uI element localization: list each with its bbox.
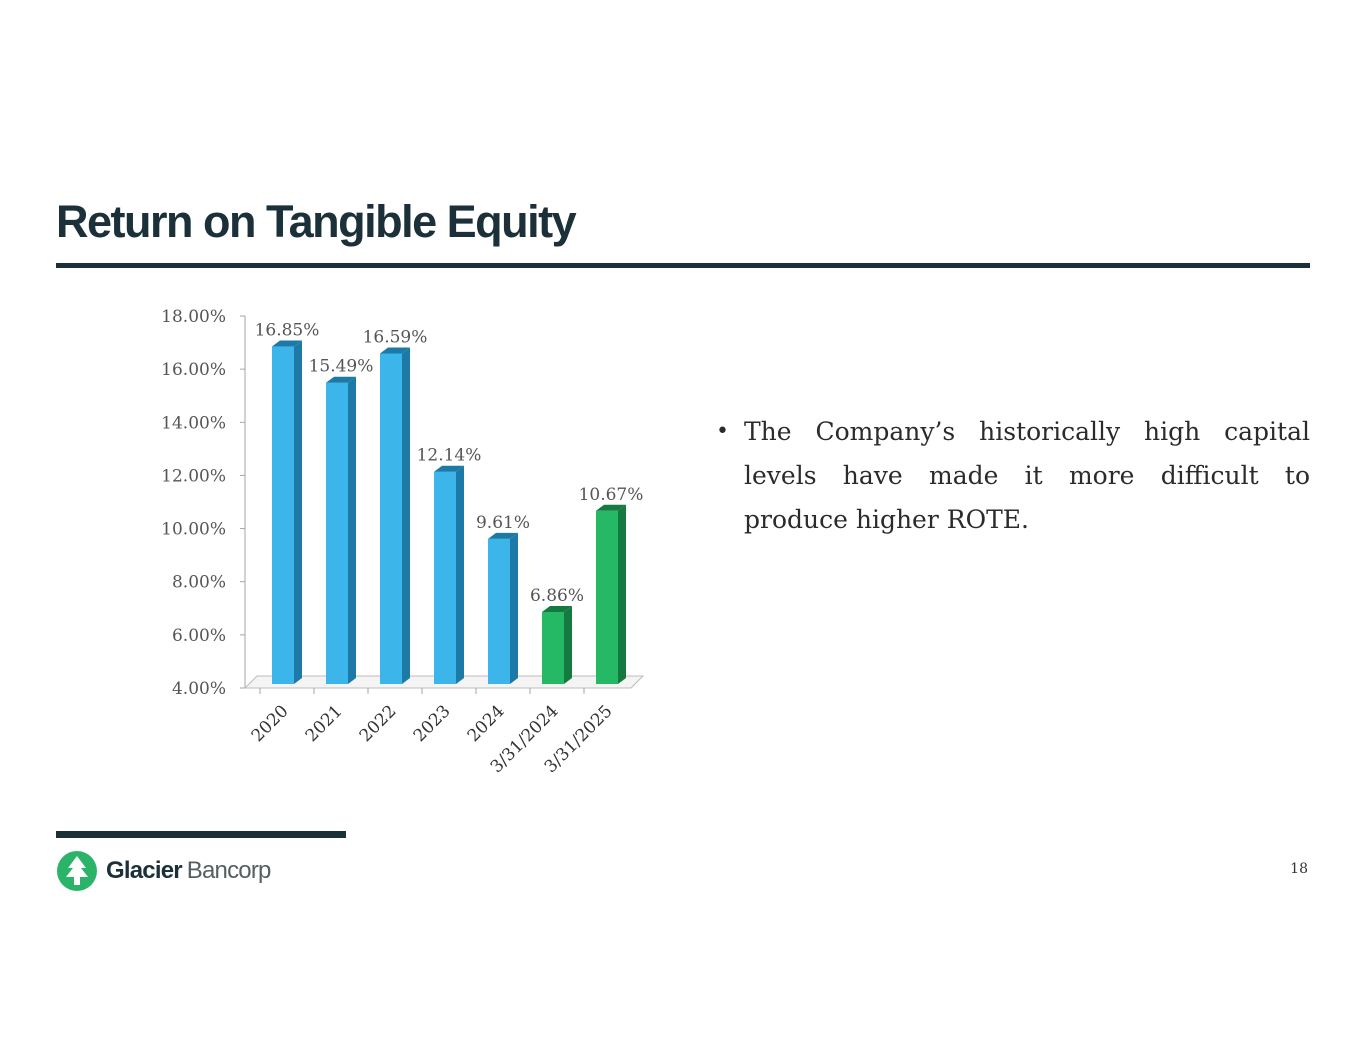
bar-top (434, 465, 464, 472)
bar-side (348, 376, 356, 684)
bar (326, 382, 348, 684)
page-number: 18 (1290, 861, 1308, 877)
data-label: 16.59% (363, 327, 428, 347)
x-tick-label: 2023 (410, 701, 455, 746)
x-tick-label: 2020 (248, 701, 293, 746)
logo-word-bancorp: Bancorp (186, 857, 272, 884)
data-label: 16.85% (255, 321, 320, 341)
bar-side (294, 340, 302, 684)
bar (272, 346, 294, 684)
y-tick-label: 10.00% (161, 520, 226, 540)
bar-top (380, 347, 410, 354)
y-tick-label: 14.00% (161, 413, 226, 433)
logo-word-glacier: Glacier (106, 857, 183, 884)
data-label: 6.86% (530, 586, 584, 606)
data-label: 10.67% (579, 485, 644, 505)
bar-top (488, 532, 518, 539)
bar (542, 612, 564, 684)
page-title: Return on Tangible Equity (56, 196, 577, 247)
company-logo: Glacier Bancorp (56, 850, 271, 892)
bar-top (326, 376, 356, 383)
data-label: 12.14% (417, 446, 482, 466)
logo-wordmark: Glacier Bancorp (106, 857, 271, 885)
title-divider (56, 263, 1310, 268)
bar-side (402, 347, 410, 684)
bar-side (456, 465, 464, 684)
y-tick-label: 6.00% (172, 626, 226, 646)
bar (380, 353, 402, 684)
bullet-list: The Company’s historically high capital … (716, 410, 1310, 542)
glacier-tree-logo-icon (57, 851, 97, 891)
bullet-item: The Company’s historically high capital … (716, 410, 1310, 542)
y-tick-label: 18.00% (161, 307, 226, 327)
y-tick-label: 12.00% (161, 466, 226, 486)
bar (596, 510, 618, 684)
x-tick-label: 2021 (302, 701, 347, 746)
rote-bar-chart: 4.00% 6.00% 8.00% 10.00% 12.00% 14.00% 16.00% 1… (161, 307, 645, 777)
footer-divider (56, 831, 346, 838)
x-tick-label: 2022 (356, 701, 401, 746)
y-tick-label: 16.00% (161, 360, 226, 380)
bar-side (618, 504, 626, 684)
y-tick-label: 8.00% (172, 573, 226, 593)
bar (488, 538, 510, 684)
bar-top (542, 606, 572, 613)
x-tick-label: 2024 (464, 701, 509, 746)
bar-top (596, 504, 626, 511)
data-label: 15.49% (309, 357, 374, 377)
bar-side (510, 532, 518, 684)
bar (434, 471, 456, 684)
y-tick-label: 4.00% (172, 679, 226, 699)
data-label: 9.61% (476, 513, 530, 533)
bar-top (272, 340, 302, 347)
bar-side (564, 606, 572, 684)
